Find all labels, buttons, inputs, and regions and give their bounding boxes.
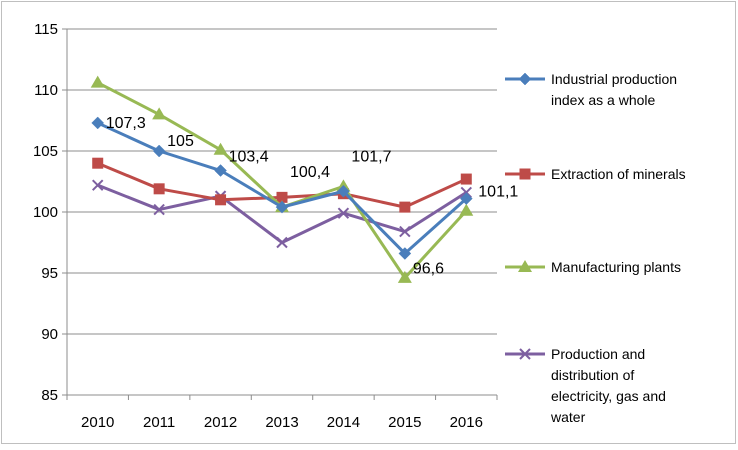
- data-point: [213, 142, 228, 155]
- data-point: [152, 107, 167, 120]
- legend-label: Industrial production: [551, 71, 677, 87]
- data-point: [153, 203, 165, 216]
- y-tick-label: 110: [34, 82, 58, 99]
- legend-label: Production and: [551, 346, 645, 362]
- data-label: 105: [167, 133, 194, 150]
- data-point: [90, 75, 105, 88]
- x-tick-label: 2015: [388, 414, 421, 431]
- x-tick-label: 2013: [265, 414, 298, 431]
- data-label: 107,3: [106, 115, 146, 132]
- legend-label: Manufacturing plants: [551, 259, 681, 275]
- legend-label: electricity, gas and: [551, 388, 666, 404]
- y-tick-label: 95: [41, 265, 58, 282]
- x-tick-label: 2011: [143, 414, 175, 431]
- data-point: [276, 191, 288, 203]
- y-tick-label: 90: [41, 326, 58, 343]
- legend-marker: [518, 72, 532, 86]
- data-point: [399, 225, 411, 238]
- data-point: [215, 194, 227, 206]
- legend-marker: [519, 168, 531, 180]
- data-label: 101,1: [478, 184, 518, 201]
- axes: 85 90 95 100 105 110 115 2010 2011 2012 2013 2014 20…: [33, 21, 498, 431]
- data-point: [214, 164, 227, 177]
- data-point: [337, 207, 350, 219]
- legend-entry: Manufacturing plants: [505, 259, 681, 275]
- data-label: 96,6: [413, 260, 444, 277]
- data-label: 103,4: [229, 149, 269, 166]
- x-tick-label: 2016: [450, 414, 483, 431]
- legend-entry: Extraction of minerals: [505, 166, 686, 182]
- legend-entry: Production and distribution of electricity…: [505, 346, 666, 425]
- data-label: 101,7: [351, 148, 391, 165]
- series-0: [91, 116, 473, 260]
- data-point: [397, 270, 412, 283]
- x-tick-label: 2014: [327, 414, 360, 431]
- data-point: [399, 201, 411, 213]
- legend-label: index as a whole: [551, 92, 656, 108]
- data-point: [459, 192, 473, 205]
- data-point: [153, 183, 165, 195]
- data-point: [460, 173, 472, 185]
- series-layer: [90, 75, 474, 283]
- data-point: [275, 200, 289, 214]
- gridlines: [67, 28, 497, 335]
- data-label: 100,4: [290, 164, 330, 181]
- data-point: [92, 157, 104, 169]
- y-tick-label: 100: [33, 204, 58, 221]
- data-point: [276, 236, 288, 249]
- series-1: [92, 157, 472, 213]
- legend-marker: [519, 348, 531, 360]
- x-tick-label: 2012: [204, 414, 237, 431]
- x-tick-label: 2010: [81, 414, 114, 431]
- series-line: [97, 121, 468, 255]
- series-2: [90, 75, 474, 283]
- y-tick-label: 85: [41, 387, 58, 404]
- data-point: [91, 116, 105, 130]
- legend-label: distribution of: [551, 367, 634, 383]
- data-point: [459, 203, 474, 216]
- series-3: [92, 179, 472, 249]
- data-point: [152, 144, 166, 158]
- legend-label: Extraction of minerals: [551, 166, 686, 182]
- data-point: [337, 184, 350, 198]
- legend-entry: Industrial production index as a whole: [505, 71, 677, 108]
- legend: Industrial production index as a whole Ext…: [505, 71, 686, 425]
- data-point: [92, 179, 104, 191]
- data-labels: 107,3 105 103,4 100,4 101,7 96,6 101,1: [106, 115, 519, 278]
- data-point: [398, 247, 412, 260]
- y-tick-label: 105: [33, 143, 58, 160]
- y-tick-label: 115: [34, 21, 58, 38]
- legend-label: water: [550, 409, 586, 425]
- legend-marker: [518, 260, 532, 272]
